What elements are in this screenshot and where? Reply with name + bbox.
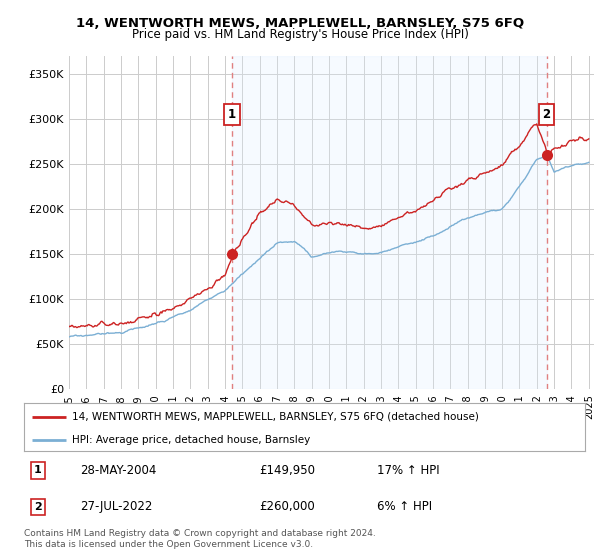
- Text: 27-JUL-2022: 27-JUL-2022: [80, 500, 152, 514]
- Text: HPI: Average price, detached house, Barnsley: HPI: Average price, detached house, Barn…: [71, 435, 310, 445]
- Text: 28-MAY-2004: 28-MAY-2004: [80, 464, 157, 477]
- Text: £260,000: £260,000: [260, 500, 316, 514]
- Bar: [232, 56, 547, 389]
- Text: 6% ↑ HPI: 6% ↑ HPI: [377, 500, 433, 514]
- Text: 1: 1: [34, 465, 42, 475]
- Text: Contains HM Land Registry data © Crown copyright and database right 2024.
This d: Contains HM Land Registry data © Crown c…: [24, 529, 376, 549]
- Text: 1: 1: [228, 108, 236, 121]
- Text: 2: 2: [542, 108, 551, 121]
- Text: 14, WENTWORTH MEWS, MAPPLEWELL, BARNSLEY, S75 6FQ (detached house): 14, WENTWORTH MEWS, MAPPLEWELL, BARNSLEY…: [71, 412, 479, 422]
- Text: £149,950: £149,950: [260, 464, 316, 477]
- Text: 14, WENTWORTH MEWS, MAPPLEWELL, BARNSLEY, S75 6FQ: 14, WENTWORTH MEWS, MAPPLEWELL, BARNSLEY…: [76, 17, 524, 30]
- Text: 17% ↑ HPI: 17% ↑ HPI: [377, 464, 440, 477]
- Text: Price paid vs. HM Land Registry's House Price Index (HPI): Price paid vs. HM Land Registry's House …: [131, 28, 469, 41]
- Text: 2: 2: [34, 502, 42, 512]
